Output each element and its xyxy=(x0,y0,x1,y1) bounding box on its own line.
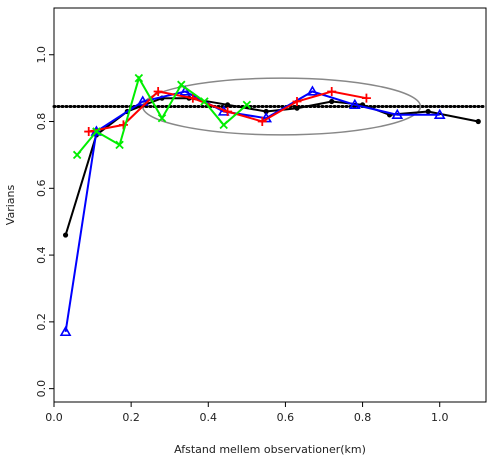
y-tick-label: 0.4 xyxy=(35,246,48,264)
x-axis-title: Afstand mellem observationer(km) xyxy=(174,443,366,456)
data-point xyxy=(475,118,481,125)
data-point xyxy=(348,98,361,110)
data-point xyxy=(115,140,124,150)
data-point xyxy=(263,108,269,115)
x-tick-label: 0.8 xyxy=(354,411,372,424)
data-point xyxy=(177,80,186,90)
x-tick-label: 0.0 xyxy=(45,411,63,424)
x-tick-label: 0.4 xyxy=(200,411,218,424)
data-point xyxy=(292,96,302,106)
data-point xyxy=(59,325,72,337)
series-line xyxy=(64,90,440,333)
data-point xyxy=(134,73,144,83)
data-point xyxy=(92,127,101,136)
y-tick-label: 0.0 xyxy=(35,380,48,398)
data-point xyxy=(242,100,252,110)
y-tick-label: 1.0 xyxy=(35,46,48,64)
data-point xyxy=(327,86,337,96)
y-tick-label: 0.8 xyxy=(35,113,48,131)
data-point xyxy=(425,108,431,115)
data-point xyxy=(257,117,267,127)
data-point xyxy=(329,98,335,105)
data-point xyxy=(224,102,231,108)
y-axis-title: Varians xyxy=(4,185,17,226)
series-group xyxy=(59,85,446,337)
data-point xyxy=(433,108,446,120)
x-tick-label: 1.0 xyxy=(431,411,449,424)
y-tick-label: 0.6 xyxy=(35,180,48,198)
data-point xyxy=(294,105,300,111)
series-line xyxy=(76,75,248,156)
plot-frame xyxy=(53,7,487,403)
data-point xyxy=(72,150,82,160)
series-layer xyxy=(59,73,481,337)
data-point xyxy=(136,95,149,106)
data-point xyxy=(179,85,192,96)
data-point xyxy=(306,85,319,96)
y-axis: 0.0 0.2 0.4 0.6 0.8 1.0 xyxy=(35,46,54,397)
series-group xyxy=(72,73,252,160)
data-point xyxy=(223,107,233,117)
data-point xyxy=(188,93,198,103)
data-point xyxy=(200,97,209,106)
data-point xyxy=(219,120,228,130)
data-point xyxy=(84,127,94,137)
series-group xyxy=(84,86,371,137)
data-point xyxy=(361,93,371,103)
x-tick-label: 0.2 xyxy=(122,411,140,424)
data-point xyxy=(62,232,69,238)
data-point xyxy=(153,86,163,96)
x-axis: 0.0 0.2 0.4 0.6 0.8 1.0 xyxy=(45,402,448,424)
data-point xyxy=(157,113,167,123)
x-tick-label: 0.6 xyxy=(277,411,295,424)
y-tick-label: 0.2 xyxy=(35,313,48,331)
data-point xyxy=(391,108,404,120)
